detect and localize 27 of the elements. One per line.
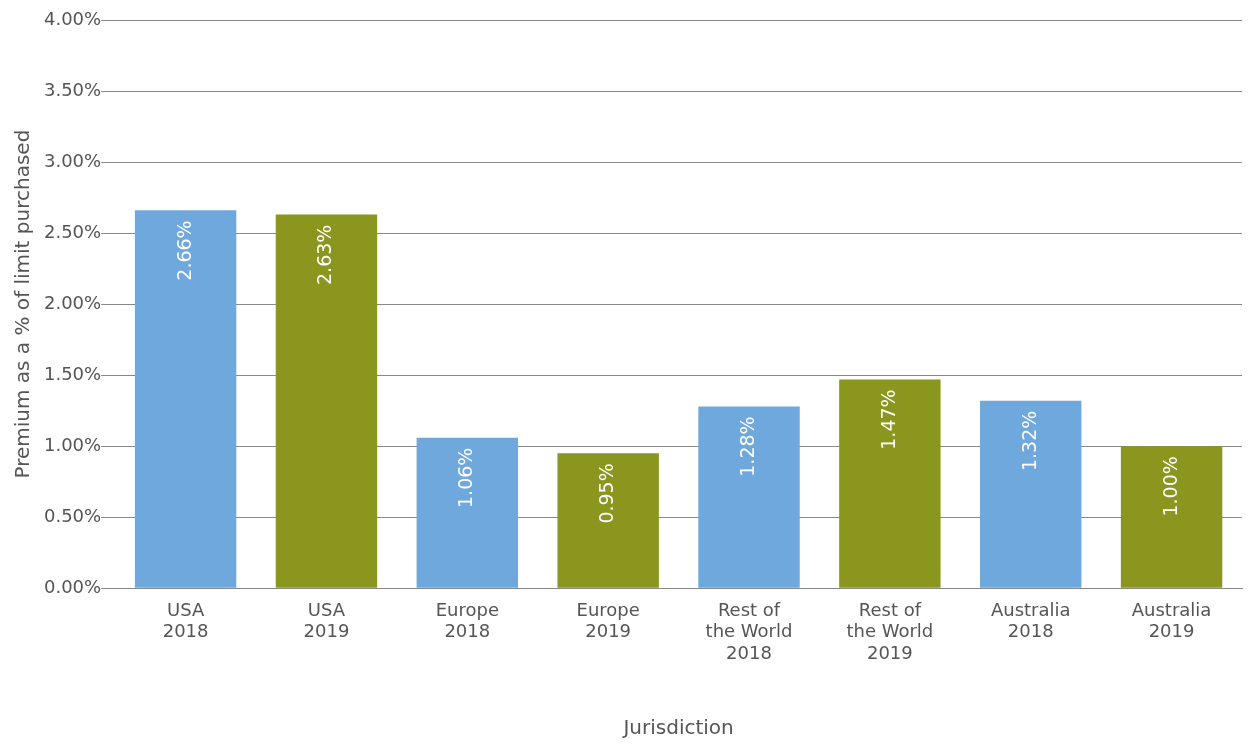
x-tick-label: USA 2018 [162,598,209,642]
x-tick-label: Rest of the World 2018 [705,598,793,663]
y-tick-label: 2.50% [43,220,102,242]
data-label: 1.32% [1017,410,1040,472]
y-axis-title: Premium as a % of limit purchased [10,129,35,479]
y-tick-label: 1.00% [43,433,102,455]
data-label: 2.66% [172,220,195,281]
data-label: 2.63% [313,224,336,285]
x-tick-label: Australia 2019 [1131,598,1212,642]
x-tick-label: USA 2019 [303,598,350,642]
data-label: 0.95% [595,463,618,524]
x-tick-label: Rest of the World 2019 [846,598,934,663]
data-label: 1.28% [735,416,758,477]
y-tick-label: 1.50% [43,362,102,384]
x-tick-label: Europe 2018 [435,598,499,642]
y-tick-label: 3.50% [43,78,102,100]
data-label: 1.47% [876,389,899,450]
y-tick-label: 4.00% [43,7,102,29]
y-tick-label: 2.00% [43,291,102,313]
x-tick-label: Europe 2019 [576,598,640,642]
y-tick-label: 0.50% [43,504,102,526]
data-label: 1.00% [1158,456,1181,517]
y-tick-label: 0.00% [43,575,102,597]
data-label: 1.06% [454,447,477,508]
y-tick-label: 3.00% [43,149,102,171]
x-tick-label: Australia 2018 [990,598,1071,642]
x-axis-title: Jurisdiction [621,715,734,740]
